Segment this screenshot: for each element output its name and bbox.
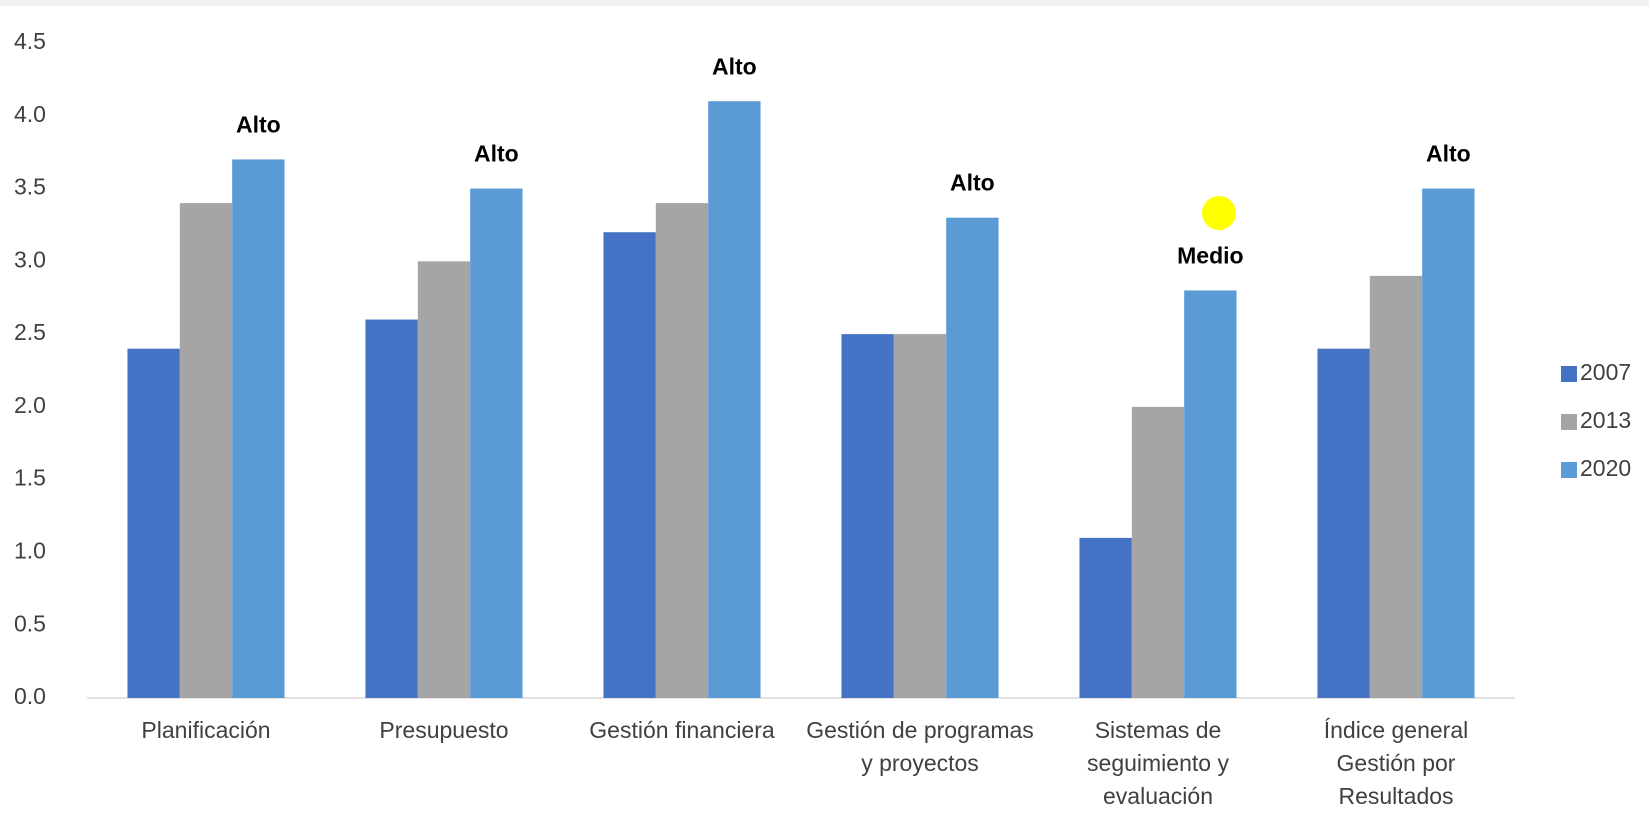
x-tick-label: Gestión de programas y proyectos bbox=[806, 717, 1034, 776]
bar bbox=[470, 188, 523, 699]
y-tick-label: 1.0 bbox=[14, 538, 46, 564]
bar bbox=[232, 159, 285, 698]
x-tick-label: Índice general Gestión por Resultados bbox=[1323, 717, 1469, 809]
legend-label: 2020 bbox=[1580, 455, 1631, 481]
annotation: Alto bbox=[950, 170, 995, 196]
bar bbox=[893, 334, 947, 698]
y-tick-label: 0.0 bbox=[14, 683, 46, 709]
legend-swatch bbox=[1561, 366, 1577, 382]
bar bbox=[1131, 406, 1185, 698]
bar bbox=[1317, 348, 1370, 698]
bar bbox=[708, 101, 761, 698]
y-tick-label: 3.5 bbox=[14, 174, 46, 200]
annotation: Alto bbox=[236, 112, 281, 138]
bar bbox=[1079, 537, 1132, 698]
annotation: Alto bbox=[474, 141, 519, 167]
x-tick-label: Presupuesto bbox=[379, 717, 509, 743]
x-tick-label: Gestión financiera bbox=[589, 717, 775, 743]
y-tick-label: 4.5 bbox=[14, 28, 46, 54]
legend-label: 2013 bbox=[1580, 407, 1631, 433]
y-tick-label: 1.5 bbox=[14, 465, 46, 491]
x-tick-label: Planificación bbox=[141, 717, 271, 743]
chart-svg: 0.0 0.5 1.0 1.5 2.0 2.5 3.0 3.5 4.0 4.5 Alto Alto Al… bbox=[14, 28, 1631, 709]
y-tick-label: 0.5 bbox=[14, 610, 46, 636]
bar bbox=[1422, 188, 1475, 699]
bar bbox=[1184, 290, 1237, 698]
annotation: Medio bbox=[1177, 243, 1243, 269]
annotation: Alto bbox=[712, 53, 757, 79]
x-tick-label: Sistemas de seguimiento y evaluación bbox=[1087, 717, 1229, 809]
bar bbox=[1369, 275, 1423, 698]
y-tick-label: 4.0 bbox=[14, 101, 46, 127]
highlight-dot bbox=[1202, 196, 1236, 230]
bar bbox=[417, 261, 471, 698]
y-tick-label: 3.0 bbox=[14, 246, 46, 272]
y-tick-label: 2.0 bbox=[14, 392, 46, 418]
legend-swatch bbox=[1561, 414, 1577, 430]
annotation: Alto bbox=[1426, 141, 1471, 167]
bar bbox=[603, 232, 656, 698]
bar bbox=[179, 203, 233, 698]
bar bbox=[841, 334, 894, 698]
legend-label: 2007 bbox=[1580, 359, 1631, 385]
bar bbox=[946, 217, 999, 698]
y-tick-label: 2.5 bbox=[14, 319, 46, 345]
bar bbox=[655, 203, 709, 698]
bar bbox=[127, 348, 180, 698]
bar bbox=[365, 319, 418, 698]
legend-swatch bbox=[1561, 462, 1577, 478]
